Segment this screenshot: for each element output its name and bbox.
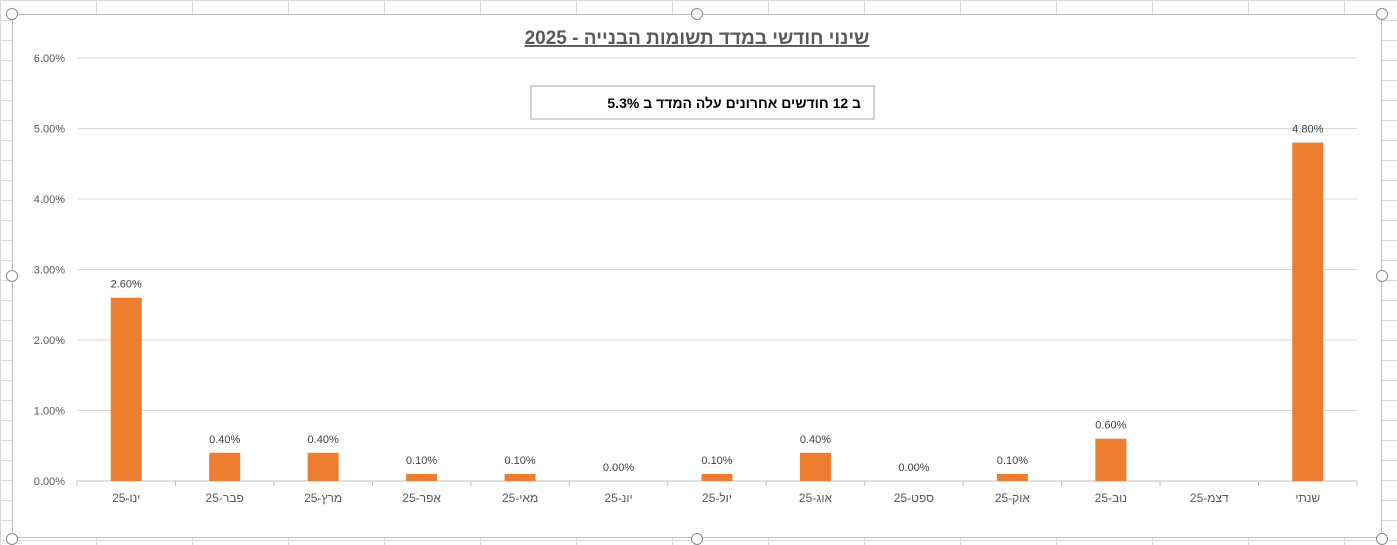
data-labels: 2.60% 0.40% 0.40% 0.10% 0.10% 0.00% 0.10% 0.40%… — [111, 124, 1324, 474]
x-tick-label: יונ-25 — [604, 491, 632, 505]
y-tick-label: 3.00% — [34, 265, 65, 277]
y-tick-label: 0.00% — [34, 476, 65, 488]
x-tick-label: נוב-25 — [1095, 491, 1127, 505]
x-tick-label: אוק-25 — [995, 491, 1031, 505]
data-label: 2.60% — [111, 279, 142, 291]
x-tick-label: יול-25 — [702, 491, 732, 505]
data-label: 0.10% — [701, 455, 732, 467]
bar-0[interactable] — [110, 297, 142, 481]
data-label: 0.10% — [406, 455, 437, 467]
data-label: 0.40% — [308, 434, 339, 446]
data-label: 0.10% — [997, 455, 1028, 467]
x-tick-label: ספט-25 — [894, 491, 934, 505]
bar-6[interactable] — [701, 473, 733, 481]
bar-12[interactable] — [1292, 142, 1324, 481]
data-label: 0.40% — [209, 434, 240, 446]
bar-3[interactable] — [406, 473, 438, 481]
x-axis: ינו-25 פבר-25 מרץ-25 אפר-25 מאי-25 יונ-25 יול-… — [112, 491, 1320, 505]
bar-2[interactable] — [307, 452, 339, 481]
bar-series — [110, 142, 1324, 481]
data-label: 4.80% — [1292, 124, 1323, 136]
x-tick-label: מרץ-25 — [304, 491, 342, 505]
y-tick-label: 6.00% — [34, 53, 65, 65]
y-axis: 0.00% 1.00% 2.00% 3.00% 4.00% 5.00% 6.00% — [34, 53, 65, 488]
annotation-box[interactable] — [530, 85, 875, 120]
x-tick-label: אפר-25 — [402, 491, 441, 505]
x-tick-label: דצמ-25 — [1190, 491, 1229, 505]
annotation-text: ב 12 חודשים אחרונים עלה המדד ב 5.3% — [607, 95, 861, 111]
x-tick-label: שנתי — [1295, 491, 1320, 505]
resize-handle-middle-left[interactable] — [6, 270, 18, 282]
bar-7[interactable] — [799, 452, 831, 481]
data-label: 0.10% — [504, 455, 535, 467]
bar-1[interactable] — [209, 452, 241, 481]
bar-4[interactable] — [504, 473, 536, 481]
data-label: 0.60% — [1095, 420, 1126, 432]
chart-title: שינוי חודשי במדד תשומות הבנייה - 2025 — [525, 28, 870, 49]
x-tick-label: מאי-25 — [502, 491, 538, 505]
y-tick-label: 1.00% — [34, 406, 65, 418]
x-tick-label: אוג-25 — [799, 491, 833, 505]
y-tick-label: 5.00% — [34, 124, 65, 136]
x-tick-label: פבר-25 — [206, 491, 244, 505]
x-tick-label: ינו-25 — [112, 491, 140, 505]
y-tick-label: 2.00% — [34, 335, 65, 347]
data-label: 0.40% — [800, 434, 831, 446]
data-label: 0.00% — [603, 462, 634, 474]
gridlines — [76, 57, 1358, 486]
bar-9[interactable] — [996, 473, 1028, 481]
y-tick-label: 4.00% — [34, 194, 65, 206]
resize-handle-top-left[interactable] — [6, 8, 18, 20]
resize-handle-top-center[interactable] — [691, 8, 703, 20]
bar-10[interactable] — [1095, 438, 1127, 481]
resize-handle-top-right[interactable] — [1376, 8, 1388, 20]
resize-handle-middle-right[interactable] — [1376, 270, 1388, 282]
data-label: 0.00% — [898, 462, 929, 474]
